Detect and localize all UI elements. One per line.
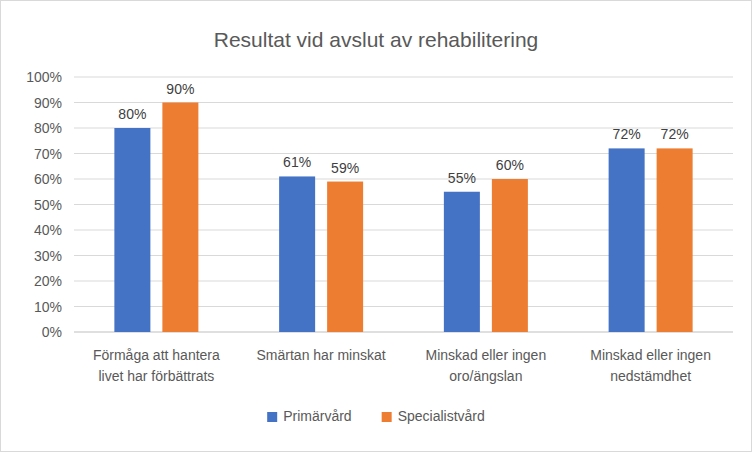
y-tick-label: 20% (34, 273, 62, 289)
chart: Resultat vid avslut av rehabilitering 0% 1… (0, 0, 752, 452)
x-tick-label-line: livet har förbättrats (98, 368, 214, 384)
y-tick-label: 60% (34, 171, 62, 187)
y-tick-label: 80% (34, 120, 62, 136)
y-tick-label: 10% (34, 299, 62, 315)
bar (114, 128, 150, 332)
x-tick-label-line: Förmåga att hantera (93, 347, 220, 363)
x-tick-label-line: Minskad eller ingen (426, 347, 547, 363)
data-label: 80% (118, 106, 146, 122)
legend-swatch (267, 412, 277, 422)
y-tick-label: 30% (34, 248, 62, 264)
data-label: 55% (448, 170, 476, 186)
legend-swatch (382, 412, 392, 422)
y-tick-label: 100% (26, 69, 62, 85)
bars (114, 103, 692, 333)
y-tick-label: 90% (34, 95, 62, 111)
legend-label: Primärvård (283, 408, 351, 424)
bar (657, 148, 693, 332)
y-tick-label: 0% (42, 324, 62, 340)
grid-line (74, 77, 733, 78)
legend-label: Specialistvård (398, 408, 485, 424)
data-label: 90% (166, 81, 194, 97)
x-tick-label-line: nedstämdhet (610, 368, 691, 384)
data-labels: 80% 61% 55% 72% 90% 59% 60% 72% (118, 81, 688, 186)
data-label: 72% (613, 126, 641, 142)
y-tick-label: 40% (34, 222, 62, 238)
x-tick-label: Minskad eller ingen oro/ängslan (426, 347, 547, 384)
bar (279, 176, 315, 332)
x-tick-label: Smärtan har minskat (257, 347, 386, 363)
y-tick-label: 50% (34, 197, 62, 213)
data-label: 60% (496, 157, 524, 173)
data-label: 61% (283, 154, 311, 170)
data-label: 59% (331, 160, 359, 176)
chart-border (1, 1, 752, 452)
bar (162, 103, 198, 333)
bar (609, 148, 645, 332)
y-tick-label: 70% (34, 146, 62, 162)
x-tick-label-line: Smärtan har minskat (257, 347, 386, 363)
x-tick-label: Förmåga att hantera livet har förbättrats (93, 347, 220, 384)
x-tick-label-line: oro/ängslan (449, 368, 522, 384)
legend: Primärvård Specialistvård (267, 408, 485, 424)
data-label: 72% (661, 126, 689, 142)
bar (444, 192, 480, 332)
x-tick-label-line: Minskad eller ingen (590, 347, 711, 363)
bar (327, 182, 363, 332)
bar (492, 179, 528, 332)
x-tick-label: Minskad eller ingen nedstämdhet (590, 347, 711, 384)
title: Resultat vid avslut av rehabilitering (214, 28, 539, 51)
